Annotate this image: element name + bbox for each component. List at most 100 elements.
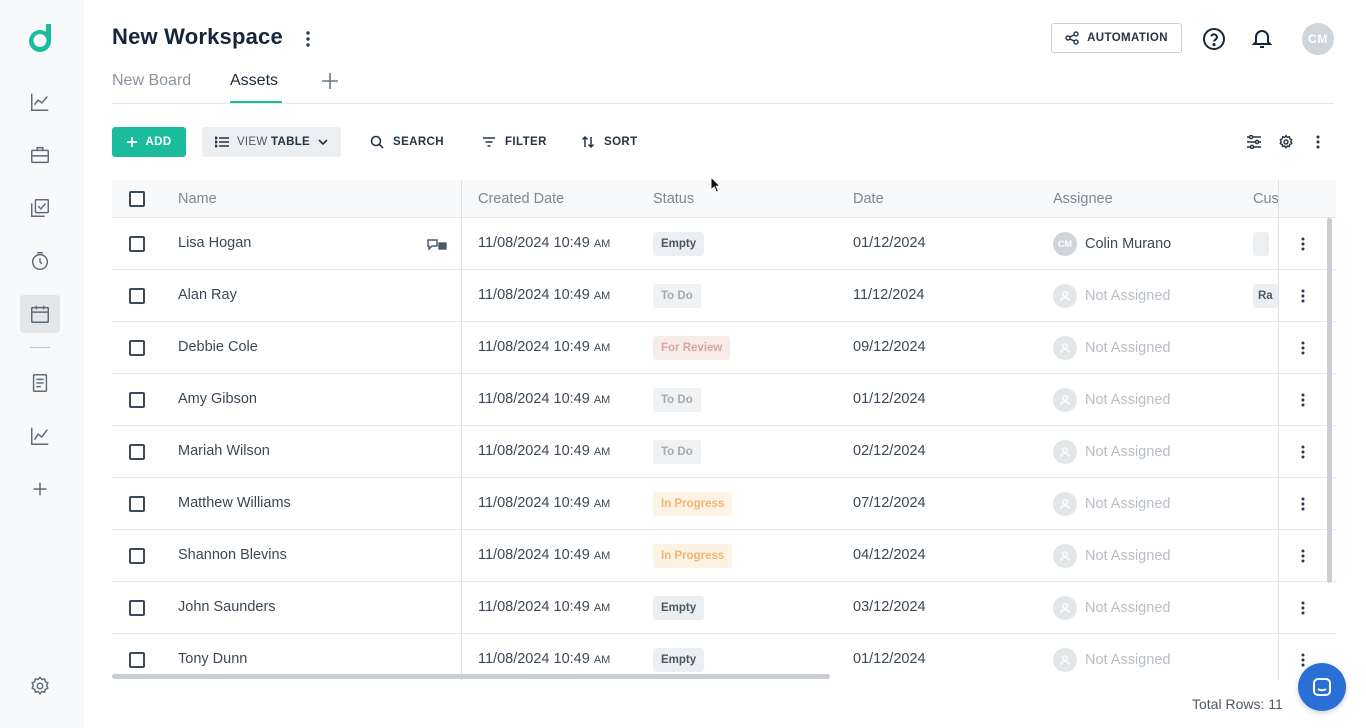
row-date[interactable]: 04/12/2024: [853, 547, 926, 563]
help-button[interactable]: [1202, 27, 1226, 51]
automation-button[interactable]: AUTOMATION: [1051, 23, 1182, 53]
row-assignee[interactable]: Not Assigned: [1053, 336, 1170, 360]
row-name[interactable]: Tony Dunn: [178, 651, 248, 667]
table-row[interactable]: Lisa Hogan 11/08/2024 10:49 AM Empty 01/12/…: [112, 218, 1336, 270]
table-settings-button[interactable]: [1277, 133, 1295, 151]
add-button[interactable]: ADD: [112, 127, 186, 157]
status-badge[interactable]: In Progress: [653, 492, 733, 516]
row-checkbox[interactable]: [129, 236, 145, 252]
status-badge[interactable]: In Progress: [653, 544, 733, 568]
toolbar-more-button[interactable]: [1309, 133, 1327, 151]
sidebar-item-projects[interactable]: [20, 136, 60, 174]
select-all-checkbox[interactable]: [129, 191, 145, 207]
status-badge[interactable]: To Do: [653, 284, 701, 308]
column-header-status[interactable]: Status: [653, 191, 695, 207]
row-name[interactable]: Amy Gibson: [178, 391, 257, 407]
row-name[interactable]: Mariah Wilson: [178, 443, 270, 459]
user-avatar[interactable]: CM: [1302, 23, 1334, 55]
horizontal-scrollbar[interactable]: [112, 674, 830, 679]
status-badge[interactable]: To Do: [653, 440, 701, 464]
filter-button[interactable]: FILTER: [482, 127, 547, 157]
vertical-scrollbar[interactable]: [1327, 218, 1332, 583]
table-row[interactable]: Mariah Wilson 11/08/2024 10:49 AM To Do 02/…: [112, 426, 1336, 478]
row-checkbox[interactable]: [129, 288, 145, 304]
row-checkbox[interactable]: [129, 600, 145, 616]
sort-button[interactable]: SORT: [581, 127, 638, 157]
table-row[interactable]: Matthew Williams 11/08/2024 10:49 AM In Pr…: [112, 478, 1336, 530]
row-assignee[interactable]: Not Assigned: [1053, 596, 1170, 620]
row-date[interactable]: 11/12/2024: [853, 287, 925, 303]
row-more-button[interactable]: [1292, 597, 1314, 619]
row-more-button[interactable]: [1292, 285, 1314, 307]
custom-chip[interactable]: [1253, 232, 1269, 256]
row-checkbox[interactable]: [129, 496, 145, 512]
column-header-date[interactable]: Date: [853, 191, 884, 207]
column-header-custom[interactable]: Cus: [1253, 191, 1278, 207]
status-badge[interactable]: To Do: [653, 388, 701, 412]
column-settings-button[interactable]: [1245, 133, 1263, 151]
sidebar-settings-button[interactable]: [20, 667, 60, 705]
sidebar-item-documents[interactable]: [20, 364, 60, 402]
row-assignee[interactable]: CM Colin Murano: [1053, 232, 1171, 256]
comment-icon[interactable]: [426, 237, 448, 253]
status-badge[interactable]: Empty: [653, 232, 705, 256]
add-tab-button[interactable]: [320, 71, 340, 91]
row-assignee[interactable]: Not Assigned: [1053, 388, 1170, 412]
row-assignee[interactable]: Not Assigned: [1053, 544, 1170, 568]
workspace-more-button[interactable]: [300, 28, 316, 50]
column-header-name[interactable]: Name: [178, 191, 217, 207]
row-assignee[interactable]: Not Assigned: [1053, 440, 1170, 464]
status-badge[interactable]: Empty: [653, 596, 705, 620]
row-name[interactable]: Matthew Williams: [178, 495, 291, 511]
row-checkbox[interactable]: [129, 652, 145, 668]
row-name[interactable]: Alan Ray: [178, 287, 237, 303]
row-date[interactable]: 09/12/2024: [853, 339, 926, 355]
row-more-button[interactable]: [1292, 545, 1314, 567]
row-assignee[interactable]: Not Assigned: [1053, 284, 1170, 308]
row-name[interactable]: Shannon Blevins: [178, 547, 287, 563]
logo-icon[interactable]: [24, 22, 56, 54]
row-assignee[interactable]: Not Assigned: [1053, 492, 1170, 516]
custom-chip[interactable]: Ra: [1253, 284, 1278, 308]
row-more-button[interactable]: [1292, 649, 1314, 671]
row-date[interactable]: 01/12/2024: [853, 391, 926, 407]
row-name[interactable]: John Saunders: [178, 599, 276, 615]
row-date[interactable]: 01/12/2024: [853, 235, 926, 251]
column-header-assignee[interactable]: Assignee: [1053, 191, 1113, 207]
status-badge[interactable]: Empty: [653, 648, 705, 672]
row-more-button[interactable]: [1292, 389, 1314, 411]
sidebar-item-tasks[interactable]: [20, 189, 60, 227]
tab-assets[interactable]: Assets: [230, 72, 279, 89]
row-date[interactable]: 07/12/2024: [853, 495, 926, 511]
row-more-button[interactable]: [1292, 441, 1314, 463]
view-selector[interactable]: VIEW TABLE: [202, 127, 341, 157]
notifications-button[interactable]: [1250, 26, 1274, 50]
sidebar-item-analytics[interactable]: [20, 83, 60, 121]
row-checkbox[interactable]: [129, 392, 145, 408]
table-row[interactable]: Shannon Blevins 11/08/2024 10:49 AM In Pro…: [112, 530, 1336, 582]
table-row[interactable]: Tony Dunn 11/08/2024 10:49 AM Empty 01/12/2…: [112, 634, 1336, 680]
row-more-button[interactable]: [1292, 337, 1314, 359]
chat-button[interactable]: [1298, 663, 1346, 711]
table-row[interactable]: Amy Gibson 11/08/2024 10:49 AM To Do 01/12/…: [112, 374, 1336, 426]
column-header-created-date[interactable]: Created Date: [478, 191, 565, 207]
row-date[interactable]: 01/12/2024: [853, 651, 926, 667]
row-assignee[interactable]: Not Assigned: [1053, 648, 1170, 672]
row-date[interactable]: 03/12/2024: [853, 599, 926, 615]
table-row[interactable]: John Saunders 11/08/2024 10:49 AM Empty 03/…: [112, 582, 1336, 634]
row-more-button[interactable]: [1292, 493, 1314, 515]
row-checkbox[interactable]: [129, 444, 145, 460]
row-checkbox[interactable]: [129, 340, 145, 356]
row-checkbox[interactable]: [129, 548, 145, 564]
sidebar-item-calendar[interactable]: [20, 295, 60, 333]
sidebar-item-timer[interactable]: [20, 242, 60, 280]
table-row[interactable]: Alan Ray 11/08/2024 10:49 AM To Do 11/12/20…: [112, 270, 1336, 322]
row-more-button[interactable]: [1292, 233, 1314, 255]
sidebar-item-reports[interactable]: [20, 417, 60, 455]
row-name[interactable]: Lisa Hogan: [178, 235, 252, 251]
table-row[interactable]: Debbie Cole 11/08/2024 10:49 AM For Review…: [112, 322, 1336, 374]
search-button[interactable]: SEARCH: [370, 127, 444, 157]
tab-new-board[interactable]: New Board: [112, 72, 192, 89]
status-badge[interactable]: For Review: [653, 336, 731, 360]
row-name[interactable]: Debbie Cole: [178, 339, 258, 355]
